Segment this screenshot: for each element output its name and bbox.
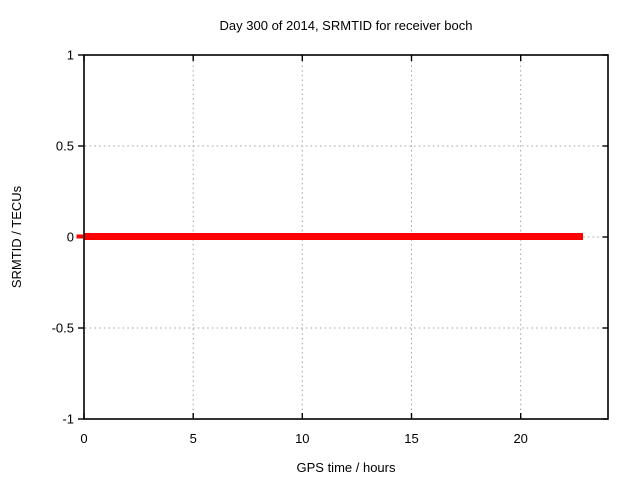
y-tick-label-m0p5: -0.5 [52, 321, 74, 336]
y-axis-label: SRMTID / TECUs [9, 185, 24, 288]
y-axis-ticks-right [602, 54, 608, 420]
x-tick-label-15: 15 [404, 431, 418, 446]
chart-title: Day 300 of 2014, SRMTID for receiver boc… [220, 18, 473, 33]
y-tick-label-0p5: 0.5 [56, 139, 74, 154]
x-tick-label-5: 5 [190, 431, 197, 446]
x-tick-label-0: 0 [80, 431, 87, 446]
x-tick-label-20: 20 [513, 431, 527, 446]
y-axis-tick-labels: 1 0.5 0 -0.5 -1 [52, 48, 74, 427]
y-axis-ticks-left [78, 54, 84, 420]
x-gridlines [192, 56, 522, 418]
x-tick-label-10: 10 [295, 431, 309, 446]
x-axis-ticks-bottom [83, 413, 522, 419]
y-tick-label-1: 1 [67, 48, 74, 63]
x-axis-ticks-top [83, 55, 522, 61]
x-axis-label: GPS time / hours [297, 460, 396, 475]
x-axis-tick-labels: 0 5 10 15 20 [80, 431, 528, 446]
y-tick-label-m1: -1 [62, 412, 74, 427]
y-tick-label-0: 0 [67, 230, 74, 245]
